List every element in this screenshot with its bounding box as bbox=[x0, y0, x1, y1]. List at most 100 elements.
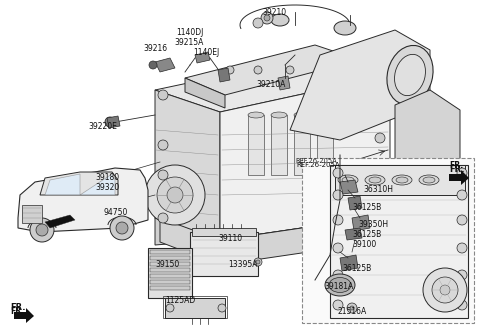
Bar bbox=[22, 205, 42, 223]
Text: REF.26-205A: REF.26-205A bbox=[296, 162, 340, 168]
Text: 39215A: 39215A bbox=[174, 38, 204, 47]
Circle shape bbox=[158, 140, 168, 150]
Bar bbox=[294, 115, 310, 175]
Circle shape bbox=[104, 170, 110, 176]
Polygon shape bbox=[340, 180, 358, 194]
Ellipse shape bbox=[338, 175, 358, 185]
Ellipse shape bbox=[334, 21, 356, 35]
Circle shape bbox=[218, 304, 226, 312]
Circle shape bbox=[333, 243, 343, 253]
Circle shape bbox=[346, 194, 354, 202]
Circle shape bbox=[457, 168, 467, 178]
Text: 39210A: 39210A bbox=[256, 80, 286, 89]
Text: 39220E: 39220E bbox=[88, 122, 117, 131]
Bar bbox=[148, 248, 192, 298]
Polygon shape bbox=[14, 308, 34, 323]
Circle shape bbox=[166, 304, 174, 312]
Bar bbox=[165, 298, 225, 318]
Ellipse shape bbox=[423, 177, 435, 183]
Ellipse shape bbox=[369, 177, 381, 183]
Circle shape bbox=[457, 190, 467, 200]
Circle shape bbox=[108, 120, 112, 124]
Circle shape bbox=[264, 15, 270, 21]
Bar bbox=[150, 250, 190, 254]
Ellipse shape bbox=[294, 112, 310, 118]
Text: 39216: 39216 bbox=[143, 44, 167, 53]
Circle shape bbox=[457, 270, 467, 280]
Text: 39350H: 39350H bbox=[358, 220, 388, 229]
Polygon shape bbox=[45, 215, 75, 228]
Circle shape bbox=[105, 117, 115, 127]
Text: 39110: 39110 bbox=[218, 234, 242, 243]
Bar bbox=[248, 115, 264, 175]
Circle shape bbox=[344, 66, 352, 74]
Ellipse shape bbox=[329, 277, 351, 293]
Circle shape bbox=[457, 243, 467, 253]
Polygon shape bbox=[155, 215, 390, 245]
Circle shape bbox=[333, 190, 343, 200]
Circle shape bbox=[256, 260, 260, 264]
Circle shape bbox=[333, 270, 343, 280]
Polygon shape bbox=[348, 196, 362, 210]
Polygon shape bbox=[220, 75, 390, 240]
Polygon shape bbox=[40, 172, 118, 195]
Text: 36310H: 36310H bbox=[363, 185, 393, 194]
Circle shape bbox=[375, 77, 385, 87]
Polygon shape bbox=[155, 58, 175, 72]
Ellipse shape bbox=[325, 274, 355, 296]
Ellipse shape bbox=[271, 112, 287, 118]
Polygon shape bbox=[449, 170, 469, 185]
Bar bbox=[192, 228, 256, 236]
Polygon shape bbox=[185, 45, 360, 95]
Circle shape bbox=[333, 215, 343, 225]
Text: 94750: 94750 bbox=[104, 208, 128, 217]
Polygon shape bbox=[218, 68, 230, 82]
Circle shape bbox=[261, 12, 273, 24]
Text: 36125B: 36125B bbox=[352, 203, 381, 212]
Circle shape bbox=[340, 188, 360, 208]
Text: 39210: 39210 bbox=[262, 8, 286, 17]
Circle shape bbox=[30, 218, 54, 242]
Circle shape bbox=[375, 208, 385, 218]
Circle shape bbox=[253, 18, 263, 28]
Text: 13395A: 13395A bbox=[228, 260, 257, 269]
Polygon shape bbox=[352, 215, 370, 231]
Bar bbox=[271, 115, 287, 175]
Circle shape bbox=[167, 187, 183, 203]
Polygon shape bbox=[155, 90, 220, 240]
Text: 39181A: 39181A bbox=[324, 282, 353, 291]
Polygon shape bbox=[107, 116, 120, 128]
Bar bbox=[150, 262, 190, 266]
Circle shape bbox=[254, 258, 262, 266]
Ellipse shape bbox=[342, 177, 354, 183]
Text: 39100: 39100 bbox=[352, 240, 376, 249]
Ellipse shape bbox=[395, 54, 425, 96]
Polygon shape bbox=[185, 78, 225, 108]
Circle shape bbox=[347, 303, 357, 313]
Circle shape bbox=[102, 171, 112, 181]
Text: 36125B: 36125B bbox=[342, 264, 371, 273]
Polygon shape bbox=[195, 52, 210, 63]
Circle shape bbox=[457, 300, 467, 310]
Polygon shape bbox=[395, 90, 460, 175]
Bar bbox=[317, 115, 333, 175]
Bar bbox=[150, 274, 190, 278]
Text: 1125AD: 1125AD bbox=[165, 296, 195, 305]
Text: 21516A: 21516A bbox=[337, 307, 366, 316]
Bar bbox=[190, 232, 258, 276]
Ellipse shape bbox=[419, 175, 439, 185]
Circle shape bbox=[333, 168, 343, 178]
Ellipse shape bbox=[248, 112, 264, 118]
Circle shape bbox=[440, 285, 450, 295]
Text: 36125B: 36125B bbox=[352, 230, 381, 239]
Ellipse shape bbox=[365, 175, 385, 185]
Circle shape bbox=[149, 61, 157, 69]
Circle shape bbox=[375, 133, 385, 143]
Circle shape bbox=[158, 90, 168, 100]
Circle shape bbox=[145, 165, 205, 225]
Circle shape bbox=[432, 277, 458, 303]
Bar bbox=[163, 296, 227, 318]
Polygon shape bbox=[80, 174, 115, 195]
Circle shape bbox=[226, 66, 234, 74]
Text: 39320: 39320 bbox=[95, 183, 119, 192]
